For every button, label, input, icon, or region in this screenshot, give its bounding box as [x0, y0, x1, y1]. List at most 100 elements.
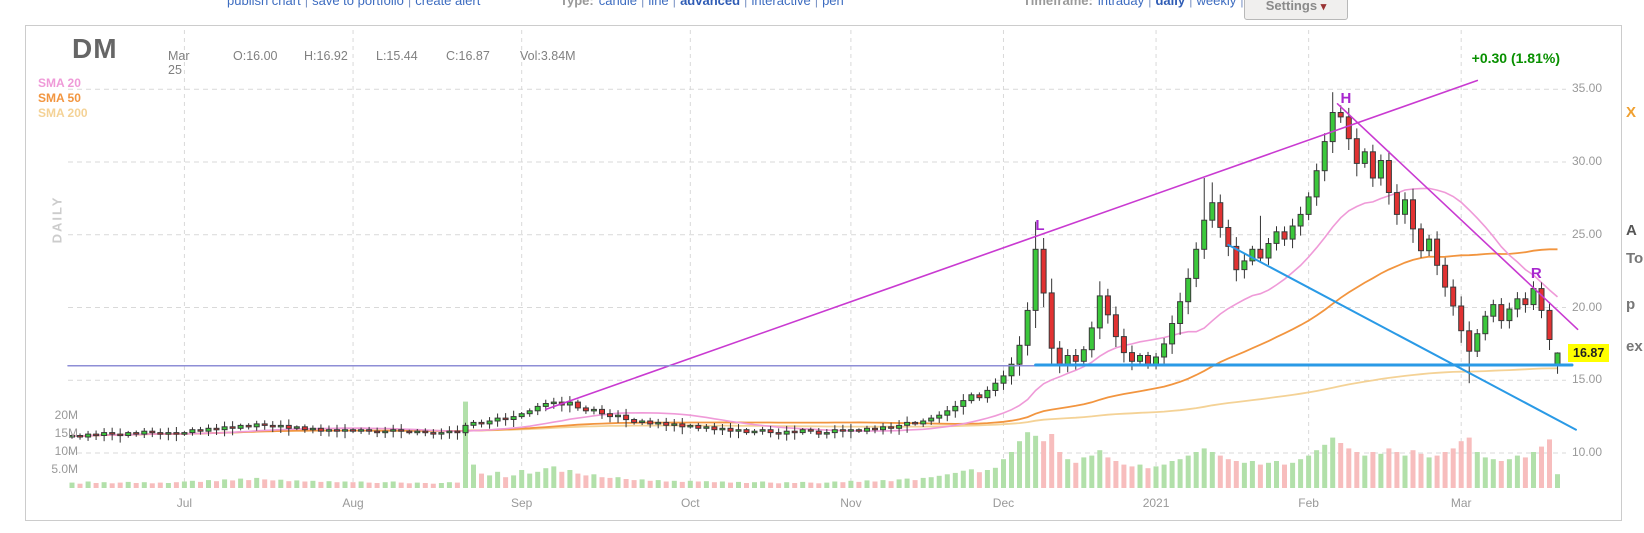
candle: [1546, 309, 1553, 340]
candle: [719, 427, 726, 431]
candle: [1161, 343, 1168, 358]
candle: [1345, 116, 1352, 140]
volume-bar: [262, 479, 268, 488]
volume-bar: [1089, 455, 1095, 488]
candle: [623, 414, 630, 421]
volume-bar: [318, 481, 324, 488]
candle: [751, 430, 758, 434]
volume-bar: [1041, 441, 1047, 488]
candle: [277, 424, 284, 428]
candle: [1088, 327, 1095, 351]
volume-bar: [647, 480, 653, 488]
volume-bar: [583, 475, 589, 488]
volume-bar: [358, 481, 364, 488]
quote-high: H:16.92: [304, 49, 348, 63]
volume-bar: [1193, 452, 1199, 488]
candle: [1225, 227, 1232, 247]
volume-bar: [1386, 448, 1392, 488]
volume-bar: [952, 472, 958, 488]
candle: [173, 432, 180, 435]
candle: [1530, 288, 1537, 306]
volume-bar: [663, 481, 669, 488]
candle: [1514, 298, 1521, 310]
candle: [1297, 213, 1304, 227]
toolbar-link-publish-chart[interactable]: publish chart: [227, 0, 301, 8]
toolbar-link-save-to-portfolio[interactable]: save to portfolio: [312, 0, 404, 8]
volume-bar: [615, 477, 621, 488]
volume-bar: [157, 482, 163, 488]
volume-bar: [374, 483, 380, 488]
volume-bar: [1402, 455, 1408, 488]
trendlines[interactable]: [67, 79, 1579, 431]
type-option-candle[interactable]: candle: [598, 0, 638, 8]
candle: [1418, 228, 1424, 252]
volume-bar: [1274, 461, 1279, 488]
volume-bar: [69, 482, 75, 488]
candle: [904, 421, 911, 426]
candle: [149, 430, 156, 434]
volume-bar: [270, 480, 276, 488]
candle: [317, 427, 324, 432]
volume-bar: [1346, 448, 1352, 488]
candle: [1434, 238, 1441, 266]
candle: [229, 426, 236, 429]
toolbar-link-create-alert[interactable]: create alert: [415, 0, 481, 8]
type-option-line[interactable]: line: [648, 0, 669, 8]
candle: [550, 401, 557, 405]
timeframe-option-intraday[interactable]: intraday: [1097, 0, 1145, 8]
month-axis-tick-Sep: Sep: [510, 496, 533, 510]
volume-bar: [479, 473, 484, 488]
volume-bar: [246, 480, 252, 488]
volume-bar: [414, 482, 420, 488]
volume-bar: [639, 479, 645, 488]
volume-bar: [1378, 453, 1384, 488]
separator: |: [641, 0, 645, 8]
volume-bar: [752, 482, 757, 488]
rising-trendline: [544, 79, 1479, 411]
candle: [864, 427, 870, 432]
settings-button[interactable]: Settings ▾: [1244, 0, 1348, 20]
timeframe-watermark: DAILY: [49, 195, 65, 244]
separator: |: [744, 0, 748, 8]
candle: [1120, 336, 1127, 354]
type-option-advanced[interactable]: advanced: [680, 0, 741, 8]
candle: [1337, 112, 1344, 118]
candle: [1129, 352, 1135, 362]
type-option-interactive[interactable]: interactive: [751, 0, 811, 8]
volume-bar: [960, 470, 966, 488]
candle: [205, 427, 212, 432]
candle: [1393, 192, 1400, 215]
volume-bar: [1001, 459, 1006, 488]
volume-axis-tick: 5.0M: [51, 462, 78, 476]
candle: [350, 429, 356, 432]
candle: [245, 424, 252, 428]
type-option-pen[interactable]: pen: [822, 0, 844, 8]
candle: [872, 427, 878, 431]
candle: [374, 430, 381, 434]
volume-bar: [687, 480, 693, 488]
volume-bar: [1338, 443, 1344, 488]
candle: [1064, 355, 1071, 365]
volume-bar: [944, 474, 950, 488]
volume-bar: [631, 480, 637, 488]
volume-bar: [1065, 459, 1071, 488]
volume-bar: [1555, 474, 1560, 488]
volume-bar: [366, 482, 372, 488]
timeframe-option-weekly[interactable]: weekly: [1196, 0, 1237, 8]
timeframe-option-daily[interactable]: daily: [1155, 0, 1186, 8]
price-axis-tick: 25.00: [1572, 226, 1603, 241]
candle: [639, 420, 646, 423]
volume-bar: [1025, 432, 1031, 488]
separator: |: [304, 0, 309, 8]
volume-bar: [824, 482, 830, 488]
volume-bar: [93, 483, 99, 488]
sma-legend: SMA 20 SMA 50 SMA 200: [38, 76, 88, 121]
volume-bar: [719, 481, 725, 488]
clipped-right-panel-text: A: [1626, 222, 1637, 239]
candle: [1177, 301, 1184, 325]
volume-bar: [976, 472, 982, 488]
candle: [928, 417, 935, 422]
volume-bar: [575, 473, 581, 488]
falling-trendline: [1336, 103, 1579, 331]
